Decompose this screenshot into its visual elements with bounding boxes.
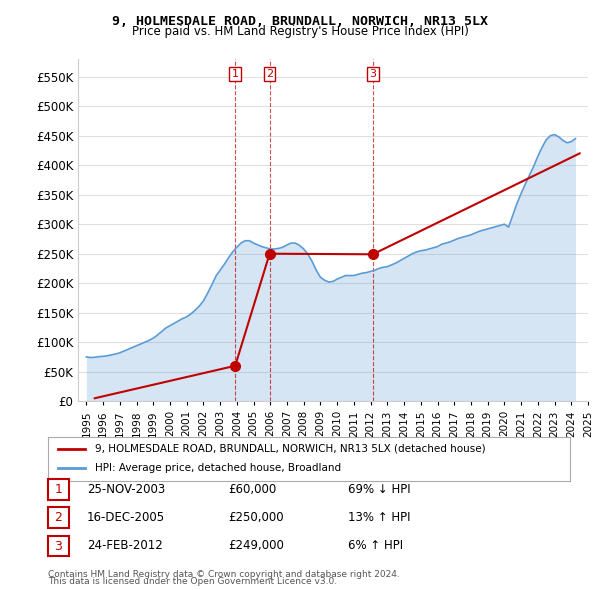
Text: HPI: Average price, detached house, Broadland: HPI: Average price, detached house, Broa… bbox=[95, 464, 341, 473]
Text: 1: 1 bbox=[55, 483, 62, 496]
Text: Contains HM Land Registry data © Crown copyright and database right 2024.: Contains HM Land Registry data © Crown c… bbox=[48, 571, 400, 579]
Text: This data is licensed under the Open Government Licence v3.0.: This data is licensed under the Open Gov… bbox=[48, 578, 337, 586]
Text: 24-FEB-2012: 24-FEB-2012 bbox=[87, 539, 163, 552]
Text: 9, HOLMESDALE ROAD, BRUNDALL, NORWICH, NR13 5LX (detached house): 9, HOLMESDALE ROAD, BRUNDALL, NORWICH, N… bbox=[95, 444, 485, 454]
Text: 13% ↑ HPI: 13% ↑ HPI bbox=[348, 511, 410, 524]
Text: 3: 3 bbox=[369, 69, 376, 79]
Text: 16-DEC-2005: 16-DEC-2005 bbox=[87, 511, 165, 524]
Text: 2: 2 bbox=[266, 69, 273, 79]
Text: Price paid vs. HM Land Registry's House Price Index (HPI): Price paid vs. HM Land Registry's House … bbox=[131, 25, 469, 38]
Text: 25-NOV-2003: 25-NOV-2003 bbox=[87, 483, 165, 496]
Text: 69% ↓ HPI: 69% ↓ HPI bbox=[348, 483, 410, 496]
Text: 3: 3 bbox=[55, 539, 62, 553]
Text: £249,000: £249,000 bbox=[228, 539, 284, 552]
Text: £250,000: £250,000 bbox=[228, 511, 284, 524]
Text: 9, HOLMESDALE ROAD, BRUNDALL, NORWICH, NR13 5LX: 9, HOLMESDALE ROAD, BRUNDALL, NORWICH, N… bbox=[112, 15, 488, 28]
Text: 6% ↑ HPI: 6% ↑ HPI bbox=[348, 539, 403, 552]
Text: 2: 2 bbox=[55, 511, 62, 525]
Text: £60,000: £60,000 bbox=[228, 483, 276, 496]
Text: 1: 1 bbox=[232, 69, 239, 79]
